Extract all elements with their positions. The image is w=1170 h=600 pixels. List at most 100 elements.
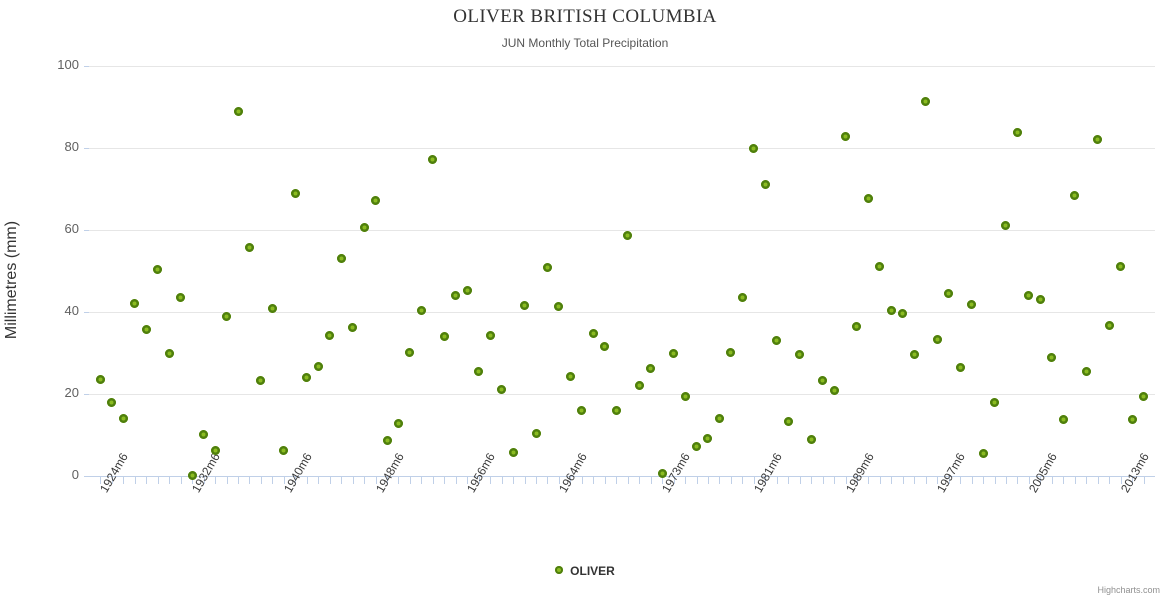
scatter-point[interactable] xyxy=(290,189,300,198)
scatter-point[interactable] xyxy=(267,303,277,313)
scatter-point[interactable] xyxy=(1127,414,1137,424)
scatter-point[interactable] xyxy=(692,441,701,451)
scatter-point[interactable] xyxy=(955,363,965,373)
scatter-point[interactable] xyxy=(588,329,598,339)
scatter-point[interactable] xyxy=(852,322,862,332)
scatter-point[interactable] xyxy=(875,261,885,271)
scatter-point[interactable] xyxy=(359,223,369,233)
legend-item-oliver[interactable]: OLIVER xyxy=(555,563,615,578)
scatter-point[interactable] xyxy=(863,193,873,203)
scatter-point[interactable] xyxy=(405,348,415,358)
scatter-point[interactable] xyxy=(886,306,896,316)
scatter-point[interactable] xyxy=(520,301,530,311)
scatter-point[interactable] xyxy=(118,414,128,424)
scatter-point[interactable] xyxy=(1035,295,1045,305)
scatter-point[interactable] xyxy=(795,349,805,359)
credits-link[interactable]: Highcharts.com xyxy=(1097,585,1160,595)
scatter-point[interactable] xyxy=(967,299,977,309)
scatter-point[interactable] xyxy=(233,106,243,116)
scatter-point[interactable] xyxy=(130,299,140,309)
scatter-point[interactable] xyxy=(714,413,724,423)
scatter-point[interactable] xyxy=(508,447,518,457)
scatter-point[interactable] xyxy=(1116,261,1126,271)
scatter-point[interactable] xyxy=(726,347,736,357)
scatter-point[interactable] xyxy=(485,330,495,340)
scatter-point[interactable] xyxy=(749,143,759,153)
scatter-point[interactable] xyxy=(772,335,782,345)
scatter-point[interactable] xyxy=(187,470,197,480)
scatter-point[interactable] xyxy=(1058,414,1068,424)
scatter-point[interactable] xyxy=(348,323,358,333)
scatter-point[interactable] xyxy=(462,286,472,296)
scatter-point[interactable] xyxy=(382,435,392,445)
scatter-point[interactable] xyxy=(222,312,232,321)
scatter-point[interactable] xyxy=(1070,191,1080,201)
scatter-point[interactable] xyxy=(336,254,346,264)
scatter-point[interactable] xyxy=(428,154,438,164)
scatter-point[interactable] xyxy=(531,429,541,439)
scatter-point[interactable] xyxy=(646,364,656,374)
scatter-point[interactable] xyxy=(921,96,931,106)
scatter-point[interactable] xyxy=(1093,134,1103,144)
scatter-point[interactable] xyxy=(657,469,667,479)
scatter-point[interactable] xyxy=(107,397,117,407)
scatter-point[interactable] xyxy=(416,306,426,316)
scatter-point[interactable] xyxy=(1081,366,1091,376)
scatter-point[interactable] xyxy=(1104,320,1114,330)
scatter-point[interactable] xyxy=(210,446,220,456)
scatter-point[interactable] xyxy=(669,348,679,358)
scatter-point[interactable] xyxy=(1012,128,1022,138)
x-axis-tick-mark xyxy=(593,477,594,484)
scatter-point[interactable] xyxy=(783,417,793,427)
scatter-point[interactable] xyxy=(1024,290,1034,300)
scatter-point[interactable] xyxy=(818,376,828,386)
scatter-point[interactable] xyxy=(542,263,552,273)
scatter-point[interactable] xyxy=(944,288,954,298)
scatter-point[interactable] xyxy=(1139,392,1149,402)
scatter-point[interactable] xyxy=(393,419,403,429)
scatter-point[interactable] xyxy=(153,265,163,275)
scatter-point[interactable] xyxy=(279,446,289,456)
scatter-point[interactable] xyxy=(1047,353,1057,362)
x-axis-tick-mark xyxy=(1121,477,1122,484)
scatter-point[interactable] xyxy=(313,361,323,371)
scatter-point[interactable] xyxy=(95,374,105,384)
scatter-point[interactable] xyxy=(497,385,507,395)
scatter-point[interactable] xyxy=(990,397,1000,407)
scatter-point[interactable] xyxy=(1001,220,1011,230)
scatter-point[interactable] xyxy=(703,433,713,443)
y-axis-tick-label: 80 xyxy=(64,139,79,154)
scatter-point[interactable] xyxy=(577,406,587,416)
scatter-point[interactable] xyxy=(256,376,266,386)
scatter-point[interactable] xyxy=(737,292,747,302)
scatter-point[interactable] xyxy=(898,308,908,318)
scatter-point[interactable] xyxy=(600,342,610,352)
scatter-point[interactable] xyxy=(439,332,449,342)
scatter-point[interactable] xyxy=(611,406,621,416)
scatter-point[interactable] xyxy=(760,180,770,190)
scatter-point[interactable] xyxy=(932,334,942,344)
scatter-point[interactable] xyxy=(634,380,644,390)
y-axis-tick-label: 20 xyxy=(64,385,79,400)
scatter-point[interactable] xyxy=(978,448,988,458)
scatter-point[interactable] xyxy=(141,324,151,334)
scatter-point[interactable] xyxy=(325,330,335,340)
scatter-point[interactable] xyxy=(565,372,575,382)
scatter-point[interactable] xyxy=(474,366,484,376)
x-axis-tick-mark xyxy=(238,477,239,484)
scatter-point[interactable] xyxy=(451,290,461,300)
scatter-point[interactable] xyxy=(244,243,254,253)
scatter-point[interactable] xyxy=(371,195,381,205)
scatter-point[interactable] xyxy=(164,349,174,359)
scatter-point[interactable] xyxy=(302,373,312,383)
scatter-point[interactable] xyxy=(623,230,633,240)
scatter-point[interactable] xyxy=(806,434,816,444)
scatter-point[interactable] xyxy=(841,132,851,142)
scatter-point[interactable] xyxy=(199,429,209,439)
scatter-point[interactable] xyxy=(829,386,839,396)
scatter-point[interactable] xyxy=(176,293,186,303)
scatter-plot-area[interactable] xyxy=(89,66,1155,480)
scatter-point[interactable] xyxy=(554,301,564,311)
scatter-point[interactable] xyxy=(909,350,919,360)
scatter-point[interactable] xyxy=(680,392,690,402)
